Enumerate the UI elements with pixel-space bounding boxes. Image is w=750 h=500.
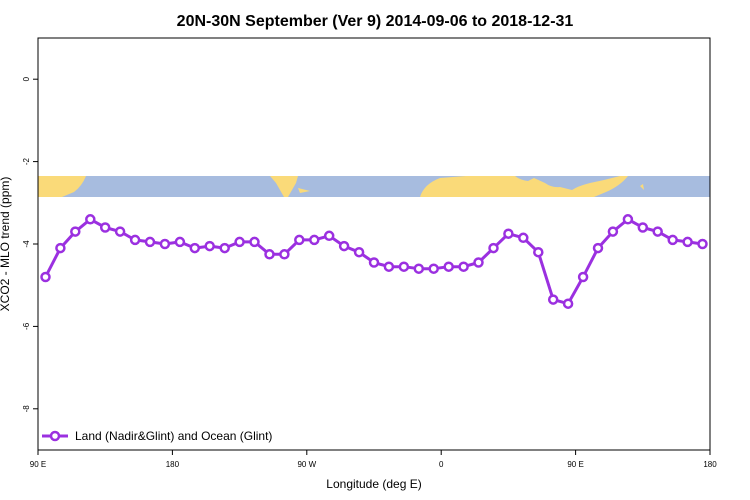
data-point (114, 226, 126, 237)
y-axis: 0 -2 -4 -6 -8 (22, 76, 38, 412)
data-point (129, 234, 141, 246)
data-point (85, 214, 96, 225)
series-layer (40, 214, 708, 309)
data-point (503, 228, 514, 239)
x-tick-label: 180 (703, 460, 717, 469)
data-point (234, 236, 245, 248)
map-strip-land-africa-asia (420, 176, 628, 197)
data-point (667, 234, 678, 246)
y-tick-label: -8 (22, 405, 31, 413)
x-tick-label: 90 W (297, 460, 316, 469)
data-point (443, 261, 454, 272)
data-point (383, 261, 395, 272)
data-point (264, 249, 275, 260)
y-tick-label: -6 (22, 322, 31, 330)
data-point (159, 238, 171, 250)
y-axis-label: XCO2 - MLO trend (ppm) (0, 177, 12, 312)
data-point (473, 257, 484, 268)
data-point (637, 222, 649, 233)
legend-marker (49, 430, 61, 442)
data-point (577, 271, 589, 283)
data-point (353, 246, 365, 258)
map-strip-land-asia (38, 176, 86, 197)
data-point (488, 242, 499, 254)
data-point (309, 234, 320, 246)
x-tick-label: 180 (166, 460, 180, 469)
data-point (249, 236, 260, 248)
data-point (189, 242, 201, 254)
data-point (55, 242, 66, 254)
chart-title: 20N-30N September (Ver 9) 2014-09-06 to … (177, 13, 574, 30)
plot-frame (37, 37, 711, 451)
data-point (368, 257, 380, 268)
data-point (279, 249, 290, 260)
legend-label: Land (Nadir&Glint) and Ocean (Glint) (75, 429, 272, 443)
data-point (652, 226, 663, 237)
data-point (697, 238, 708, 250)
data-point (518, 232, 529, 244)
data-point (458, 261, 469, 272)
data-point (204, 240, 215, 252)
x-tick-label: 90 E (30, 460, 46, 469)
data-point (622, 214, 634, 225)
data-point (40, 271, 51, 283)
x-axis-label: Longitude (deg E) (326, 477, 421, 491)
y-tick-label: -2 (22, 157, 31, 165)
map-strip-land-cuba (298, 188, 310, 193)
x-axis: 90 E 180 90 W 0 90 E 180 (30, 450, 717, 469)
data-point (607, 226, 619, 237)
data-point (547, 294, 559, 305)
x-tick-label: 90 E (567, 460, 583, 469)
data-point (533, 246, 544, 258)
data-point (592, 242, 604, 254)
legend: Land (Nadir&Glint) and Ocean (Glint) (42, 429, 272, 443)
y-tick-label: -4 (22, 240, 31, 248)
data-point (174, 236, 186, 248)
map-strip-land-america (270, 176, 298, 197)
data-point (338, 240, 350, 252)
x-tick-label: 0 (439, 460, 444, 469)
data-point (70, 226, 81, 237)
map-strip-land-taiwan (640, 184, 644, 190)
data-point (144, 236, 156, 248)
y-tick-label: 0 (22, 76, 31, 81)
map-strip (38, 176, 710, 197)
data-point (219, 242, 230, 254)
data-point (562, 298, 574, 309)
data-point (323, 230, 335, 242)
data-point (99, 222, 111, 233)
data-point (682, 236, 693, 248)
data-point (398, 261, 410, 272)
data-point (428, 263, 439, 274)
data-point (294, 234, 305, 246)
data-point (413, 263, 425, 274)
